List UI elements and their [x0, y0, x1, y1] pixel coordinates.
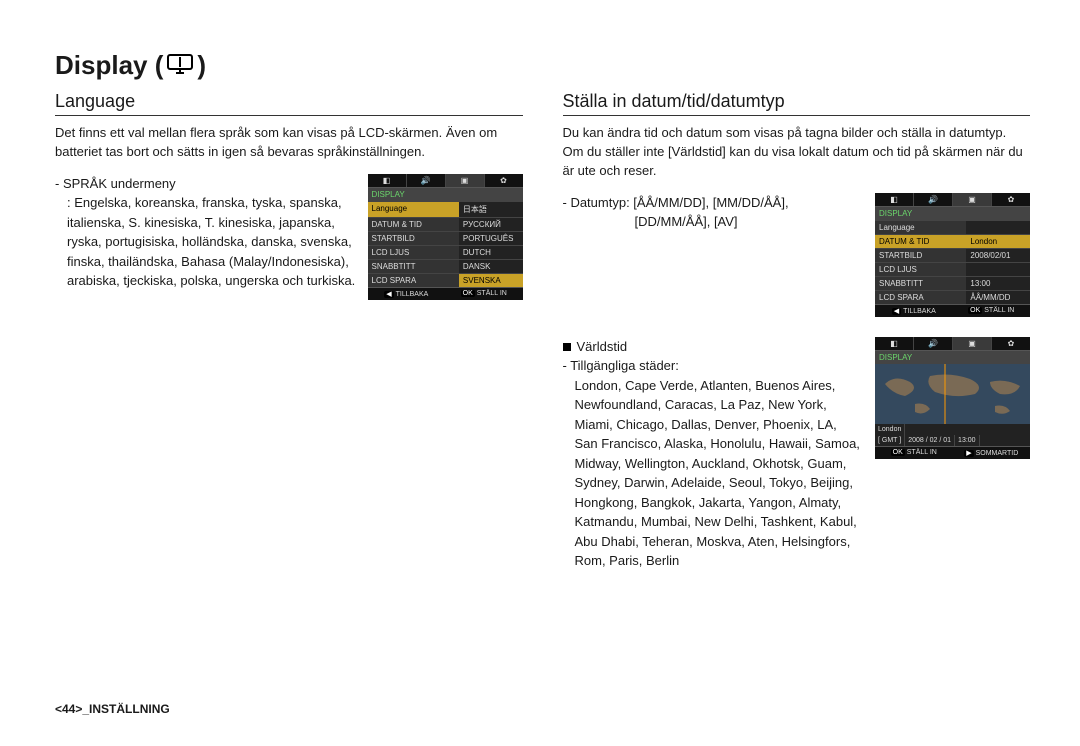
world-gmt: [ GMT ] [875, 435, 905, 446]
world-info-row: London [875, 424, 1030, 435]
tab-camera-icon: ◧ [875, 193, 914, 206]
menu-row: DATUM & TIDРУССКИЙ [368, 217, 523, 231]
menu-row-value: DUTCH [459, 246, 523, 259]
cam-footer-ok: OKSTÄLL IN [445, 288, 523, 300]
menu-row-label: LCD SPARA [368, 274, 459, 287]
submenu-label: - SPRÅK undermeny [55, 174, 356, 194]
menu-row: LCD SPARASVENSKA [368, 273, 523, 287]
cam1-header: DISPLAY [875, 207, 1030, 220]
menu-row: LCD LJUS [875, 262, 1030, 276]
menu-row-value: 13:00 [966, 277, 1030, 290]
tab-camera-icon: ◧ [368, 174, 407, 187]
world-map [875, 364, 1030, 424]
menu-row-label: Language [368, 202, 459, 217]
menu-row: SNABBTITTDANSK [368, 259, 523, 273]
menu-row-value: 日本語 [459, 202, 523, 217]
menu-row-value [966, 221, 1030, 234]
world-time: 13:00 [955, 435, 980, 446]
menu-row-value: PORTUGUÊS [459, 232, 523, 245]
menu-row: LCD LJUSDUTCH [368, 245, 523, 259]
cam2-footer-ok: OKSTÄLL IN [875, 447, 953, 459]
menu-row: Language日本語 [368, 201, 523, 217]
submenu-body: : Engelska, koreanska, franska, tyska, s… [55, 193, 356, 291]
world-date: 2008 / 02 / 01 [905, 435, 955, 446]
cam1-footer-back: ◀TILLBAKA [875, 305, 953, 317]
cities-body: London, Cape Verde, Atlanten, Buenos Air… [563, 376, 864, 571]
menu-row-label: DATUM & TID [368, 218, 459, 231]
tab-sound-icon: 🔊 [407, 174, 446, 187]
cities-label: - Tillgängliga städer: [563, 356, 864, 376]
menu-row-label: SNABBTITT [875, 277, 966, 290]
cam1-footer-ok: OKSTÄLL IN [953, 305, 1031, 317]
left-heading: Language [55, 91, 523, 116]
menu-row: LCD SPARAÅÅ/MM/DD [875, 290, 1030, 304]
datetype-line2: [DD/MM/ÅÅ], [AV] [563, 212, 864, 232]
cam-footer-back: ◀TILLBAKA [368, 288, 446, 300]
menu-row-label: Language [875, 221, 966, 234]
cam-header: DISPLAY [368, 188, 523, 201]
menu-row-label: DATUM & TID [875, 235, 966, 248]
tab-sound-icon: 🔊 [914, 193, 953, 206]
menu-row-value: 2008/02/01 [966, 249, 1030, 262]
menu-row: DATUM & TIDLondon [875, 234, 1030, 248]
world-city: London [875, 424, 905, 435]
tab-display-icon: ▣ [446, 174, 485, 187]
menu-row-value: DANSK [459, 260, 523, 273]
title-before: Display ( [55, 50, 163, 81]
right-intro: Du kan ändra tid och datum som visas på … [563, 124, 1031, 181]
menu-row-label: LCD LJUS [875, 263, 966, 276]
menu-row-label: STARTBILD [875, 249, 966, 262]
menu-row-value: SVENSKA [459, 274, 523, 287]
tab-settings-icon: ✿ [992, 337, 1030, 350]
tab-display-icon: ▣ [953, 337, 992, 350]
tab-display-icon: ▣ [953, 193, 992, 206]
menu-row-value: РУССКИЙ [459, 218, 523, 231]
world-info-row2: [ GMT ] 2008 / 02 / 01 13:00 [875, 435, 1030, 446]
tab-settings-icon: ✿ [992, 193, 1030, 206]
menu-row-label: SNABBTITT [368, 260, 459, 273]
right-heading: Ställa in datum/tid/datumtyp [563, 91, 1031, 116]
title-after: ) [197, 50, 206, 81]
camera-menu-datetime: ◧ 🔊 ▣ ✿ DISPLAY LanguageDATUM & TIDLondo… [875, 193, 1030, 317]
cam2-footer-dst: ▶SOMMARTID [953, 447, 1031, 459]
tab-settings-icon: ✿ [485, 174, 523, 187]
world-heading: Världstid [563, 337, 864, 357]
menu-row-label: STARTBILD [368, 232, 459, 245]
menu-row-value: London [966, 235, 1030, 248]
tab-camera-icon: ◧ [875, 337, 914, 350]
menu-row-label: LCD SPARA [875, 291, 966, 304]
display-icon [167, 50, 193, 81]
menu-row: SNABBTITT13:00 [875, 276, 1030, 290]
menu-row: Language [875, 220, 1030, 234]
cam2-header: DISPLAY [875, 351, 1030, 364]
page-title: Display ( ) [55, 50, 1030, 81]
page-footer: <44>_INSTÄLLNING [55, 702, 1030, 716]
tab-sound-icon: 🔊 [914, 337, 953, 350]
menu-row: STARTBILDPORTUGUÊS [368, 231, 523, 245]
menu-row-label: LCD LJUS [368, 246, 459, 259]
datetype-line1: - Datumtyp: [ÅÅ/MM/DD], [MM/DD/ÅÅ], [563, 193, 864, 213]
left-column: Language Det finns ett val mellan flera … [55, 91, 523, 682]
menu-row: STARTBILD2008/02/01 [875, 248, 1030, 262]
menu-row-value [966, 263, 1030, 276]
square-bullet-icon [563, 343, 571, 351]
left-intro: Det finns ett val mellan flera språk som… [55, 124, 523, 162]
camera-menu-language: ◧ 🔊 ▣ ✿ DISPLAY Language日本語DATUM & TIDРУ… [368, 174, 523, 300]
right-column: Ställa in datum/tid/datumtyp Du kan ändr… [563, 91, 1031, 682]
menu-row-value: ÅÅ/MM/DD [966, 291, 1030, 304]
camera-menu-worldtime: ◧ 🔊 ▣ ✿ DISPLAY [875, 337, 1030, 459]
